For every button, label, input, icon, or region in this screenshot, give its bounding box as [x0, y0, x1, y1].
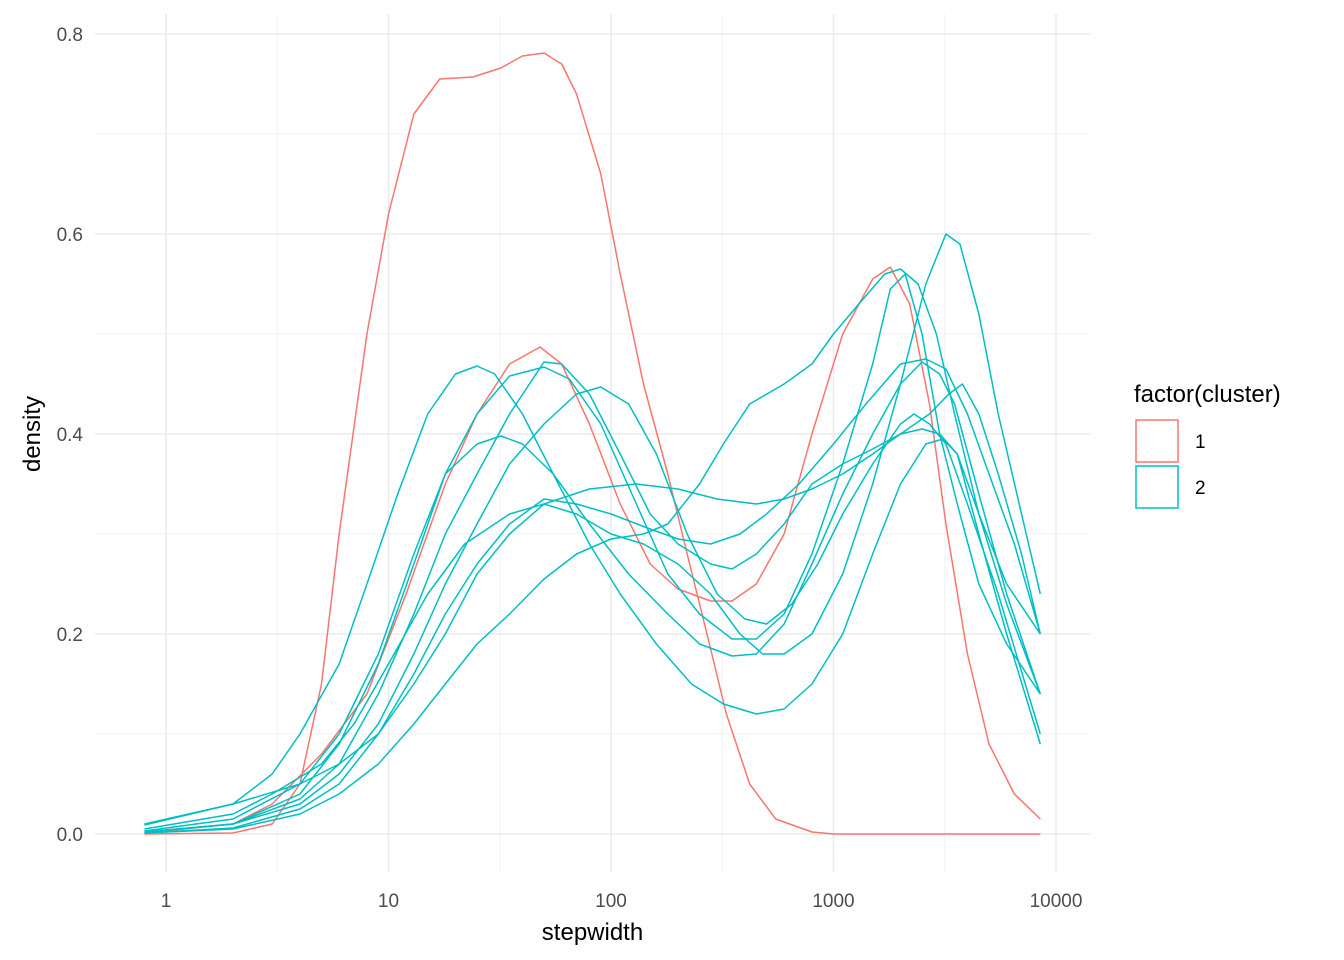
density-line-cluster-2 [144, 361, 1042, 832]
y-tick-label: 0.8 [57, 25, 83, 46]
y-axis-title: density [19, 396, 46, 472]
density-line-cluster-2 [144, 386, 1042, 833]
density-line-cluster-2 [144, 383, 1042, 830]
legend: factor(cluster) 1 2 [1134, 381, 1281, 509]
x-axis-title: stepwidth [542, 919, 643, 946]
x-tick-label: 1000 [812, 891, 854, 912]
x-tick-label: 100 [595, 891, 627, 912]
density-line-cluster-2 [144, 273, 1041, 833]
y-tick-label: 0.6 [57, 225, 83, 246]
density-line-cluster-2 [144, 268, 1042, 834]
x-tick-label: 10000 [1030, 891, 1083, 912]
grid-lines [95, 14, 1090, 872]
y-tick-label: 0.0 [57, 825, 83, 846]
legend-label-1: 1 [1195, 432, 1206, 453]
legend-title: factor(cluster) [1134, 381, 1281, 408]
density-line-cluster-1 [144, 266, 1041, 834]
series-lines [144, 52, 1042, 835]
y-tick-label: 0.2 [57, 625, 83, 646]
legend-key-1 [1135, 419, 1179, 463]
legend-label-2: 2 [1195, 478, 1206, 499]
legend-key-2 [1135, 465, 1179, 509]
density-line-cluster-1 [144, 52, 1041, 835]
x-tick-label: 1 [161, 891, 172, 912]
y-tick-label: 0.4 [57, 425, 84, 446]
density-line-cluster-2 [144, 233, 1042, 826]
density-line-cluster-2 [144, 358, 1042, 834]
x-tick-label: 10 [378, 891, 399, 912]
tick-labels: 0.0 0.2 0.4 0.6 0.8 1 10 100 1000 10000 [57, 25, 1083, 912]
density-line-cluster-2 [144, 365, 1042, 825]
